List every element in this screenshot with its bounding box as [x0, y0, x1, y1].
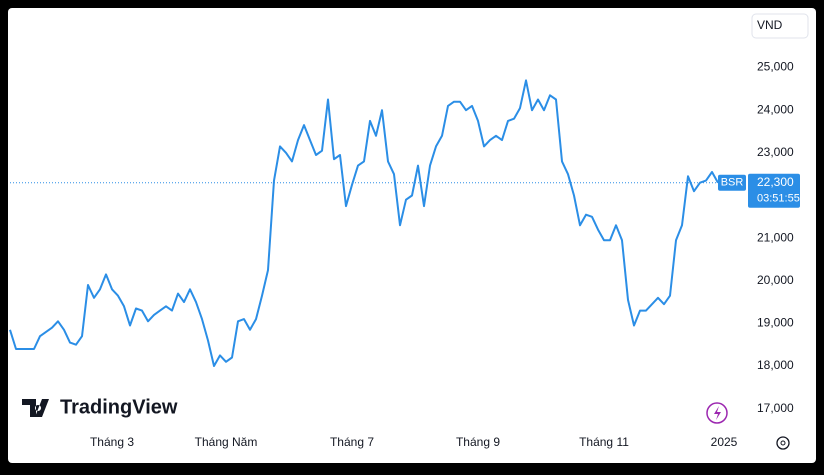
x-tick-label: Tháng 3: [90, 435, 134, 449]
currency-label[interactable]: VND: [757, 18, 783, 32]
settings-icon-center: [780, 440, 786, 446]
symbol-tag: BSR: [721, 177, 744, 189]
y-tick-label: 20,000: [757, 273, 794, 287]
x-tick-label: Tháng 9: [456, 435, 500, 449]
y-tick-label: 24,000: [757, 102, 794, 116]
alert-bolt: [714, 406, 721, 420]
y-tick-label: 19,000: [757, 316, 794, 330]
y-tick-label: 18,000: [757, 358, 794, 372]
x-tick-label: Tháng Năm: [195, 435, 258, 449]
watermark-text: TradingView: [60, 396, 178, 418]
x-tick-label: Tháng 7: [330, 435, 374, 449]
y-tick-label: 23,000: [757, 145, 794, 159]
price-line: [9, 79, 719, 367]
price-label-box: [748, 173, 800, 208]
y-tick-label: 25,000: [757, 60, 794, 74]
settings-icon[interactable]: [776, 436, 790, 450]
logo-icon: [22, 399, 49, 417]
x-tick-label: Tháng 11: [579, 435, 629, 449]
chart-panel: [8, 8, 816, 463]
price-label: 22,300: [757, 175, 794, 189]
watermark: TradingView: [22, 396, 178, 418]
countdown: 03:51:55: [757, 193, 800, 205]
symbol-tag-box: [718, 174, 746, 191]
y-tick-label: 21,000: [757, 230, 794, 244]
y-tick-label: 17,000: [757, 401, 794, 415]
x-tick-label: 2025: [711, 435, 738, 449]
currency-button[interactable]: [751, 13, 809, 39]
